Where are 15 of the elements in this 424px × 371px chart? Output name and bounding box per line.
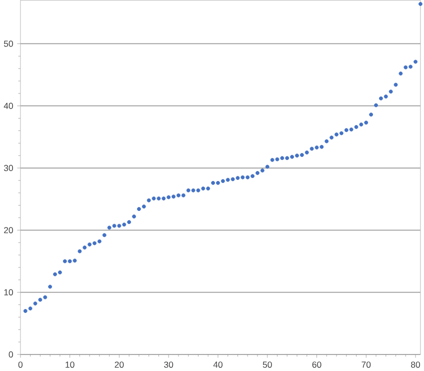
y-tick-label: 0 [8,351,13,358]
x-tick-label: 80 [411,361,420,368]
y-tick-label: 30 [4,164,13,171]
x-tick-label: 60 [312,361,322,368]
y-tick-label: 20 [4,226,13,234]
x-tick-label: 70 [362,361,371,368]
x-tick-label: 40 [213,361,222,368]
x-tick-label: 20 [114,361,124,368]
x-tick-label: 0 [18,361,23,368]
y-tick-label: 50 [4,40,13,47]
x-tick-label: 30 [164,361,174,368]
y-tick-label: 10 [4,289,13,296]
y-tick-label: 40 [4,102,13,109]
x-tick-label: 50 [262,361,272,368]
x-tick-label: 10 [66,361,74,368]
